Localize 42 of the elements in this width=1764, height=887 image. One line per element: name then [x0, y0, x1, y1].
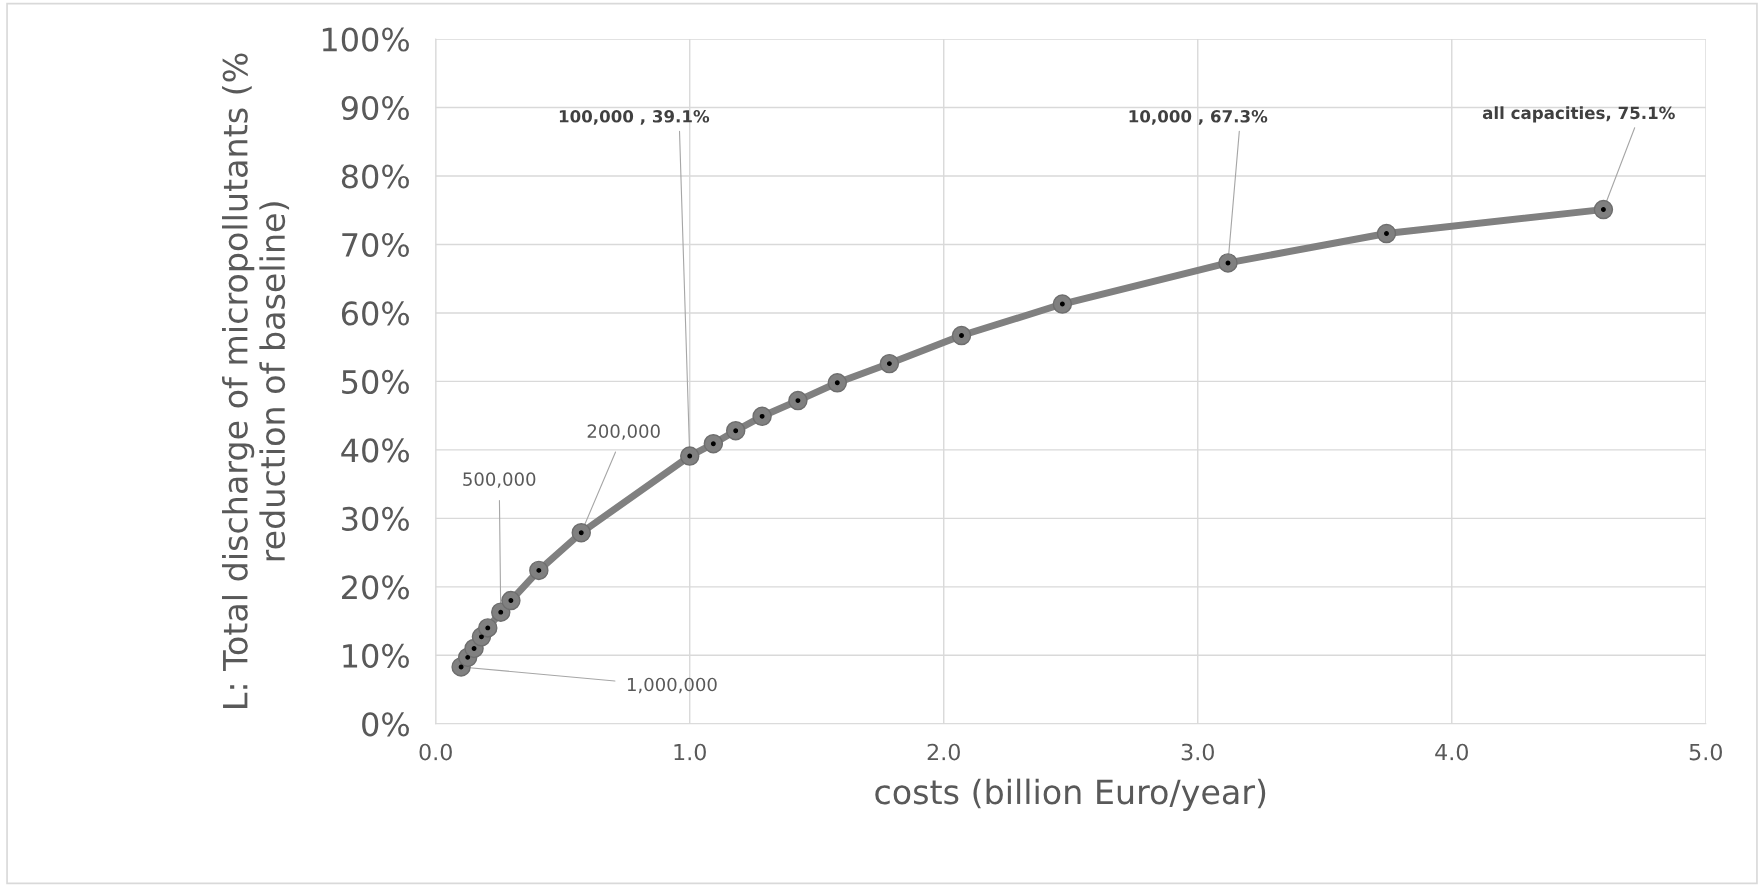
y-tick-label: 0%	[362, 712, 409, 737]
x-tick-label: 3.0	[1181, 743, 1214, 761]
point	[703, 434, 724, 454]
y-tick-label: 60%	[341, 301, 409, 326]
y-tick-label: 100%	[322, 27, 409, 52]
y-tick-label: 50%	[342, 369, 409, 394]
point	[1593, 199, 1614, 220]
y-tick-label: 80%	[341, 164, 409, 189]
point	[725, 420, 746, 441]
point	[529, 560, 549, 581]
point	[680, 446, 700, 466]
annotation: 500,000	[463, 472, 536, 488]
point	[752, 406, 772, 427]
y-tick-label: 90%	[341, 95, 409, 121]
x-tick-label: 1.0	[674, 743, 706, 761]
annotation: all capacities, 75.1%	[1482, 106, 1675, 123]
annotation: 10,000 , 67.3%	[1129, 110, 1268, 125]
point	[1052, 294, 1073, 314]
y-tick-label: 30%	[342, 506, 409, 531]
point	[1218, 253, 1238, 273]
point	[827, 373, 848, 393]
point	[951, 325, 972, 346]
annotation: 1,000,000	[627, 677, 717, 694]
point	[478, 618, 498, 638]
x-tick-label: 0.0	[419, 743, 452, 761]
point	[491, 602, 511, 622]
y-tick-label: 20%	[342, 575, 409, 600]
y-axis-title: L: Total discharge of micropollutants (% reduction of baseline)	[222, 53, 290, 708]
y-tick-label: 40%	[341, 438, 409, 463]
point	[571, 523, 591, 543]
x-tick-label: 2.0	[927, 743, 960, 761]
annotation: 200,000	[587, 424, 660, 440]
annotation: 100,000 , 39.1%	[559, 110, 710, 125]
point	[501, 590, 521, 611]
point	[1376, 223, 1397, 244]
y-tick-label: 10%	[343, 643, 409, 668]
point	[879, 353, 900, 374]
x-axis-title: costs (billion Euro/year)	[875, 778, 1266, 811]
y-tick-label: 70%	[342, 232, 409, 258]
point	[788, 390, 808, 411]
x-tick-label: 5.0	[1689, 743, 1722, 761]
x-tick-label: 4.0	[1435, 743, 1468, 761]
